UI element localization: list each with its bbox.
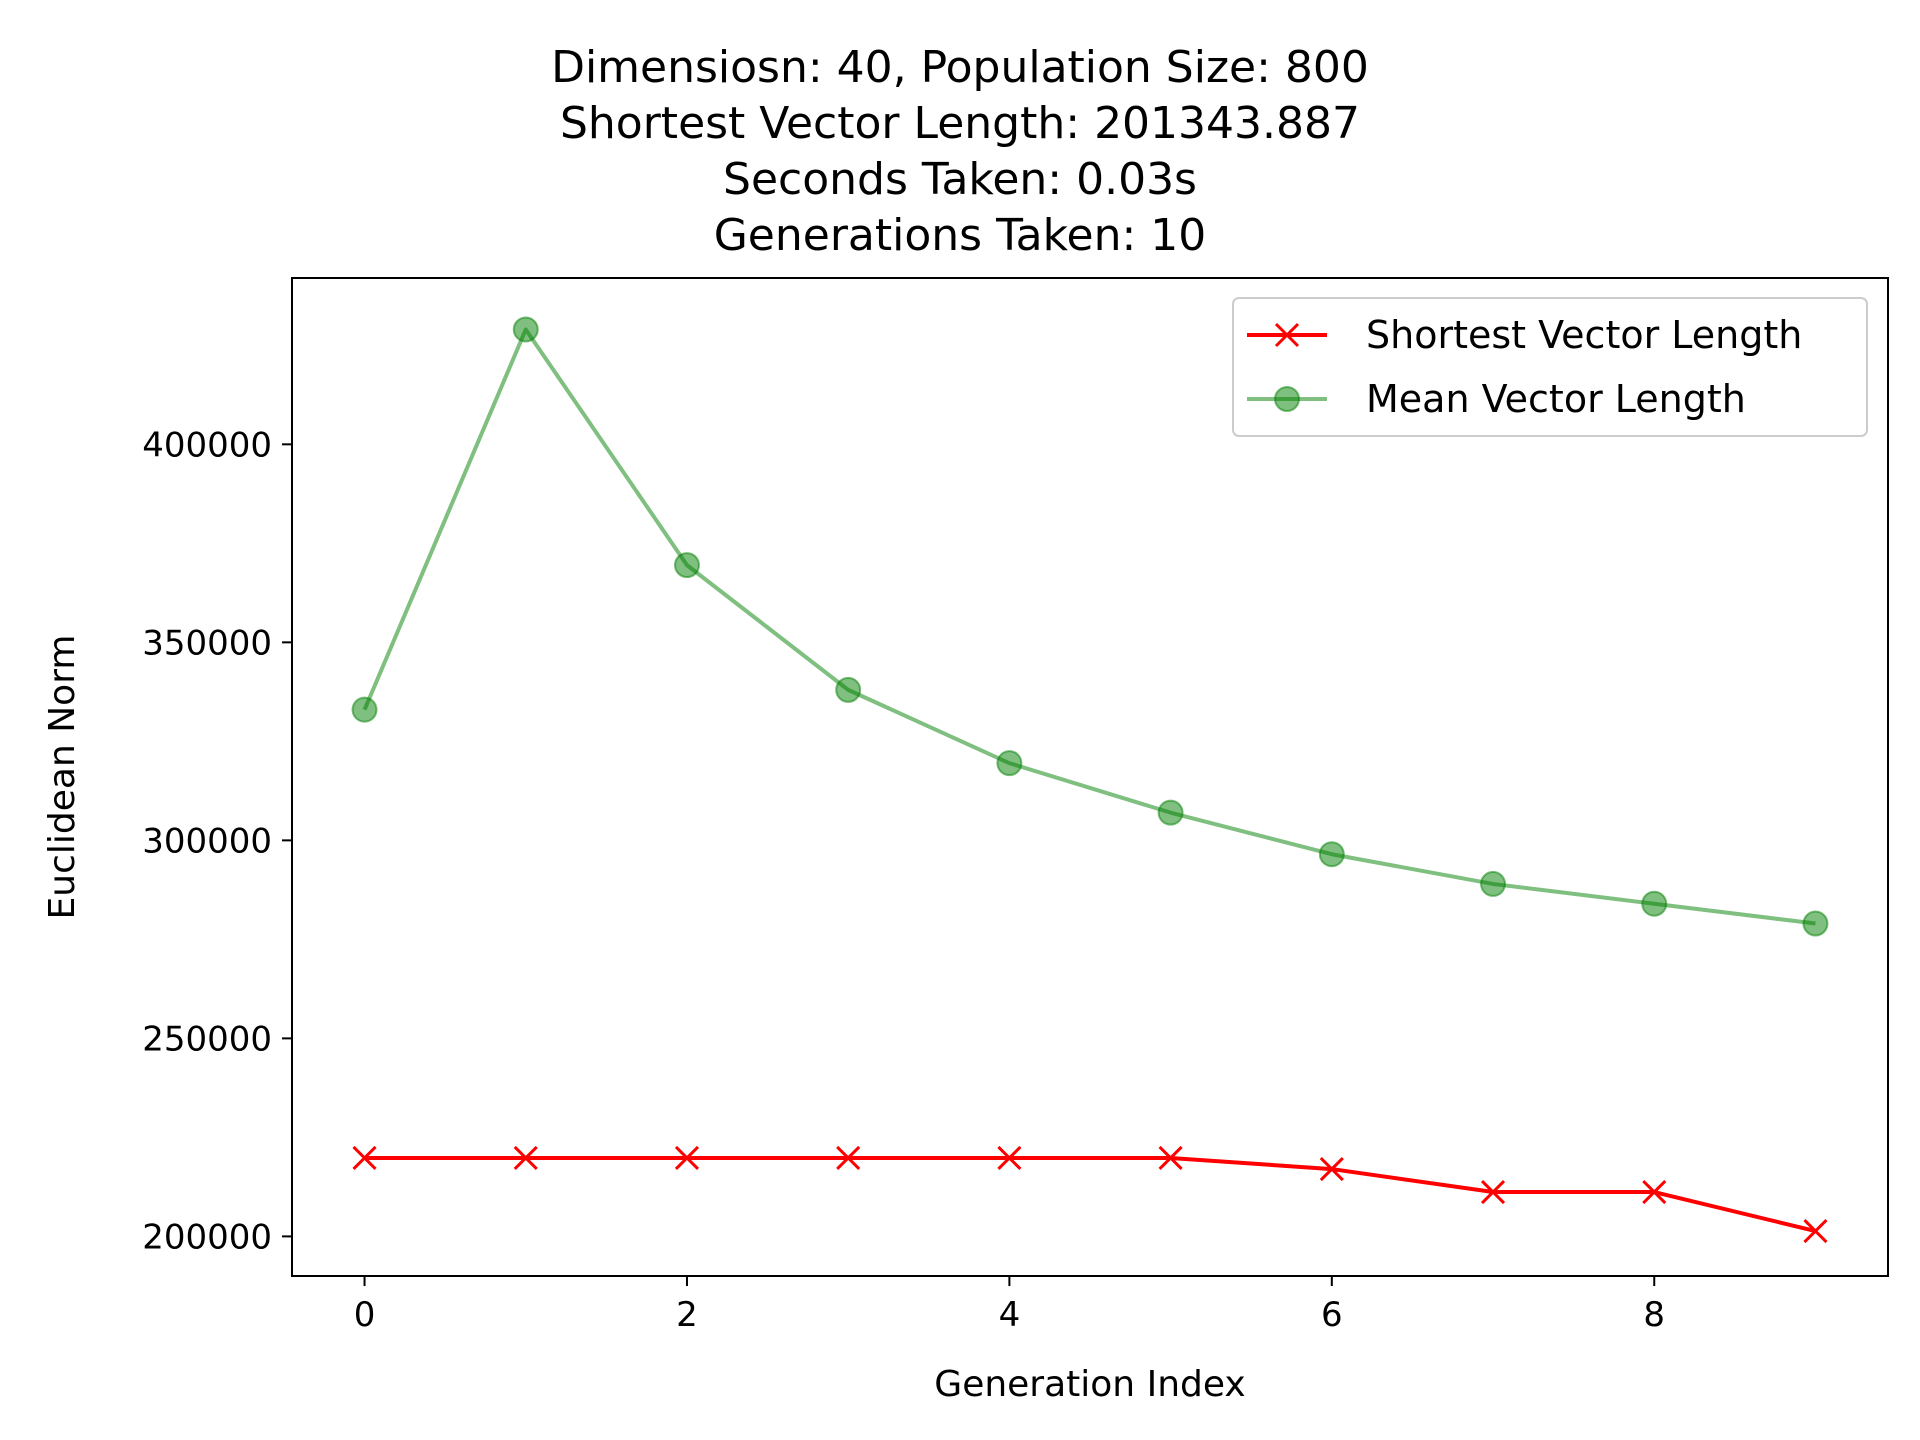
- legend-circle-marker: [1274, 386, 1300, 412]
- y-tick-label-300000: 300000: [142, 821, 272, 861]
- title-line-dimensions: Dimensiosn: 40, Population Size: 800: [551, 42, 1369, 93]
- data-point-0-1: [513, 1145, 538, 1171]
- y-tick-label-400000: 400000: [142, 425, 272, 465]
- data-point-1-4: [996, 750, 1023, 777]
- legend-x-marker: [1274, 322, 1300, 348]
- title-line-generations: Generations Taken: 10: [713, 210, 1207, 261]
- y-tick-label-250000: 250000: [142, 1019, 272, 1059]
- data-point-1-7: [1480, 870, 1507, 897]
- data-point-0-8: [1642, 1179, 1667, 1205]
- data-point-0-3: [836, 1145, 861, 1171]
- data-point-1-9: [1802, 910, 1829, 937]
- data-point-1-5: [1157, 799, 1184, 826]
- data-point-1-2: [673, 552, 700, 579]
- legend-label-mean: Mean Vector Length: [1366, 377, 1746, 421]
- y-tick-label-350000: 350000: [142, 623, 272, 663]
- data-point-0-2: [674, 1145, 700, 1171]
- x-tick-label-2: 2: [676, 1295, 698, 1335]
- data-point-1-1: [512, 316, 539, 343]
- data-point-0-9: [1803, 1219, 1828, 1244]
- y-axis-label: Euclidean Norm: [42, 635, 83, 920]
- legend-marker-shortest: [1274, 322, 1300, 348]
- plot-area: [291, 277, 1889, 1277]
- series-layer: [351, 316, 1829, 1244]
- data-point-1-8: [1641, 890, 1668, 917]
- x-tick-label-4: 4: [999, 1295, 1021, 1335]
- axis-ticks: 0 2 4 6 8 200000 250000 300000 350000 400000: [142, 425, 1665, 1335]
- chart-title: Dimensiosn: 40, Population Size: 800 Sho…: [0, 40, 1920, 264]
- title-line-shortest-length: Shortest Vector Length: 201343.887: [559, 98, 1360, 149]
- y-tick-label-200000: 200000: [142, 1217, 272, 1257]
- x-axis-label: Generation Index: [934, 1364, 1245, 1405]
- data-point-0-0: [352, 1145, 377, 1171]
- data-point-1-3: [835, 676, 862, 703]
- data-point-0-7: [1480, 1179, 1506, 1205]
- x-tick-label-6: 6: [1321, 1295, 1343, 1335]
- series-line-0: [364, 1155, 1816, 1234]
- series-mean-vector-length: [351, 316, 1829, 937]
- x-tick-label-8: 8: [1643, 1295, 1665, 1335]
- series-line-1: [362, 327, 1816, 926]
- data-point-1-0: [351, 696, 378, 723]
- legend-marker-mean: [1274, 386, 1300, 412]
- legend-label-shortest: Shortest Vector Length: [1366, 313, 1802, 357]
- x-tick-label-0: 0: [354, 1295, 376, 1335]
- data-point-0-5: [1158, 1145, 1183, 1171]
- legend-box: [1232, 297, 1868, 437]
- data-point-1-6: [1318, 841, 1345, 868]
- title-line-seconds: Seconds Taken: 0.03s: [723, 154, 1197, 205]
- series-shortest-vector-length: [352, 1145, 1828, 1244]
- data-point-0-6: [1319, 1157, 1344, 1182]
- legend: Shortest Vector Length Mean Vector Lengt…: [1232, 297, 1868, 437]
- data-point-0-4: [997, 1145, 1022, 1171]
